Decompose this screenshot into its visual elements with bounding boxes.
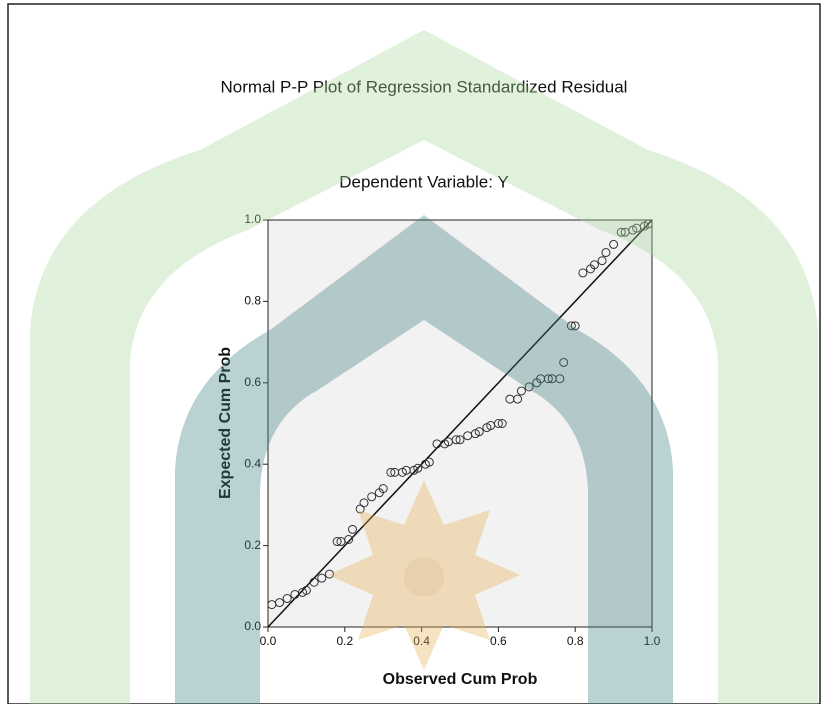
y-tick-label: 0.2 [244, 538, 261, 552]
chart-title: Normal P-P Plot of Regression Standardiz… [221, 77, 628, 96]
y-tick-label: 0.0 [244, 619, 261, 633]
x-tick-label: 1.0 [644, 634, 661, 648]
chart-subtitle: Dependent Variable: Y [339, 172, 509, 191]
x-tick-label: 0.8 [567, 634, 584, 648]
y-tick-label: 1.0 [244, 212, 261, 226]
x-tick-label: 0.6 [490, 634, 507, 648]
x-axis-title: Observed Cum Prob [383, 671, 538, 688]
x-tick-label: 0.0 [260, 634, 277, 648]
x-tick-label: 0.4 [413, 634, 430, 648]
x-tick-label: 0.2 [336, 634, 353, 648]
y-tick-label: 0.8 [244, 294, 261, 308]
y-tick-label: 0.6 [244, 375, 261, 389]
y-axis-title: Expected Cum Prob [217, 347, 234, 499]
y-tick-label: 0.4 [244, 456, 261, 470]
chart: Normal P-P Plot of Regression Standardiz… [0, 0, 828, 704]
